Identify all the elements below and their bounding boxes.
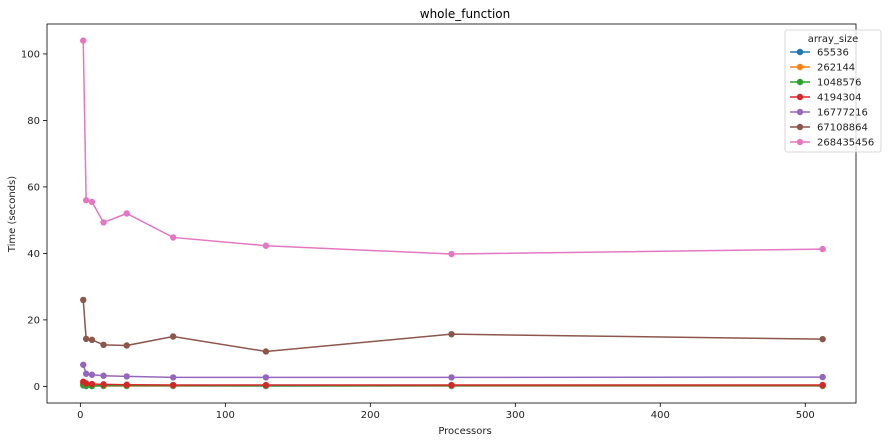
y-tick-label: 20	[27, 315, 40, 326]
x-axis: 0 100 200 300 400 500	[77, 403, 815, 421]
x-tick-label: 200	[361, 410, 380, 421]
data-point	[169, 333, 177, 340]
data-point	[123, 342, 130, 349]
data-point	[448, 381, 455, 389]
legend-marker	[796, 138, 804, 146]
data-point	[80, 361, 87, 368]
data-point	[169, 234, 177, 241]
legend-item: 67108864	[790, 123, 868, 134]
data-point	[819, 245, 826, 253]
data-point	[100, 381, 107, 388]
data-point	[88, 371, 96, 378]
plot-area	[46, 23, 857, 404]
series-4194304	[80, 378, 826, 389]
data-point	[169, 381, 177, 389]
x-tick-label: 100	[216, 410, 235, 421]
legend-marker	[796, 123, 804, 131]
x-tick-label: 500	[796, 410, 815, 421]
legend-item: 65536	[790, 48, 849, 59]
data-point	[262, 348, 270, 355]
x-tick-label: 0	[77, 410, 83, 421]
data-point	[448, 330, 455, 338]
legend-label: 4194304	[817, 93, 862, 104]
data-point	[100, 341, 107, 349]
data-point	[262, 381, 270, 389]
chart-title: whole_function	[420, 7, 511, 21]
legend-label: 262144	[817, 63, 855, 74]
series-layer	[80, 37, 826, 390]
data-point	[80, 37, 87, 44]
legend-title: array_size	[808, 34, 859, 45]
data-point	[82, 370, 90, 377]
data-point	[88, 380, 96, 388]
series-16777216	[80, 361, 826, 381]
legend-item: 268435456	[790, 138, 874, 149]
y-tick-label: 80	[27, 116, 40, 127]
legend-marker	[796, 108, 804, 116]
series-268435456	[80, 37, 826, 258]
legend-label: 65536	[817, 48, 849, 59]
legend-marker	[796, 78, 804, 86]
legend-item: 4194304	[790, 93, 862, 104]
data-point	[82, 380, 90, 387]
y-tick-label: 40	[27, 249, 40, 260]
data-point	[169, 374, 177, 381]
y-axis: 0 20 40 60 80 100	[21, 49, 47, 393]
data-point	[82, 197, 90, 204]
data-point	[819, 373, 826, 381]
series-line	[82, 299, 823, 353]
series-line	[82, 40, 823, 255]
y-axis-label: Time (seconds)	[7, 176, 18, 253]
data-point	[262, 374, 270, 381]
data-point	[100, 219, 107, 226]
data-point	[448, 250, 455, 258]
x-tick-label: 400	[651, 410, 670, 421]
data-point	[80, 296, 87, 304]
data-point	[88, 336, 96, 344]
legend-item: 1048576	[790, 78, 862, 89]
legend-item: 16777216	[790, 108, 868, 119]
legend: array_size 65536 262144 1048576 4194304 1677…	[784, 29, 882, 153]
data-point	[819, 381, 826, 389]
legend-marker	[796, 63, 804, 71]
legend-box	[784, 29, 882, 153]
legend-label: 268435456	[817, 138, 874, 149]
legend-marker	[796, 48, 804, 56]
data-point	[100, 372, 107, 379]
data-point	[88, 198, 96, 206]
series-67108864	[80, 296, 826, 355]
legend-label: 16777216	[817, 108, 868, 119]
legend-marker	[796, 93, 804, 101]
y-tick-label: 0	[34, 382, 40, 393]
legend-label: 67108864	[817, 123, 868, 134]
x-axis-label: Processors	[438, 426, 491, 437]
data-point	[123, 210, 130, 217]
data-point	[448, 374, 455, 381]
data-point	[819, 335, 826, 343]
y-tick-label: 60	[27, 182, 40, 193]
data-point	[262, 242, 270, 249]
legend-item: 262144	[790, 63, 855, 74]
data-point	[123, 373, 130, 380]
data-point	[123, 381, 130, 388]
x-tick-label: 300	[506, 410, 525, 421]
data-point	[82, 335, 90, 343]
y-tick-label: 100	[21, 49, 40, 60]
legend-label: 1048576	[817, 78, 862, 89]
